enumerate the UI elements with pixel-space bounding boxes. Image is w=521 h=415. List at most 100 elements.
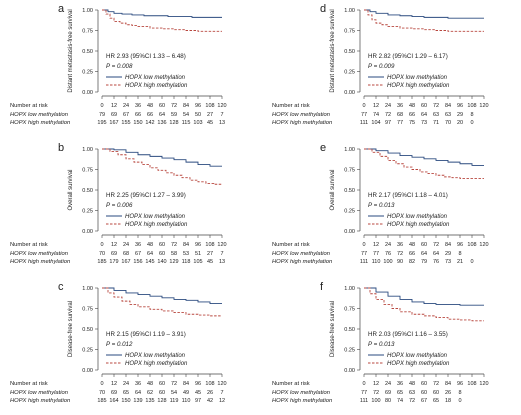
y-axis-label: Disease-free survival xyxy=(68,301,74,357)
risk-value: 66 xyxy=(135,112,141,118)
risk-value: 12 xyxy=(219,398,225,404)
y-tick-label: 0.00 xyxy=(344,368,355,374)
x-tick-label: 36 xyxy=(397,242,403,248)
x-tick-label: 48 xyxy=(147,381,153,387)
hazard-ratio-text: HR 2.03 (95%CI 1.16 – 3.55) xyxy=(368,331,448,338)
risk-value: 0 xyxy=(470,120,473,126)
risk-value: 150 xyxy=(121,398,130,404)
x-tick-label: 12 xyxy=(111,103,117,109)
risk-value: 118 xyxy=(182,259,191,265)
risk-table-title: Number at risk xyxy=(10,381,48,387)
x-tick-label: 60 xyxy=(159,103,165,109)
risk-value: 49 xyxy=(183,390,189,396)
x-tick-label: 36 xyxy=(135,103,141,109)
risk-value: 111 xyxy=(360,398,368,404)
risk-value: 60 xyxy=(159,390,165,396)
risk-value: 145 xyxy=(145,259,154,265)
risk-value: 0 xyxy=(470,259,473,265)
risk-value: 64 xyxy=(433,251,439,257)
risk-value: 7 xyxy=(220,251,223,257)
x-tick-label: 72 xyxy=(171,242,177,248)
risk-value: 59 xyxy=(171,112,177,118)
x-tick-label: 48 xyxy=(409,381,415,387)
x-tick-label: 0 xyxy=(362,103,365,109)
risk-value: 140 xyxy=(157,259,166,265)
risk-value: 142 xyxy=(145,120,154,126)
y-axis-label: Distant metastasis-free survival xyxy=(330,9,336,92)
panel-b: b Overall survival 0.00 0.25 0.50 0.75 1.00 0 12… xyxy=(10,142,227,265)
y-tick-label: 0.75 xyxy=(82,168,93,174)
panel-label: c xyxy=(58,281,64,293)
y-tick-label: 0.25 xyxy=(82,70,93,76)
hazard-ratio-text: HR 2.15 (95%CI 1.19 – 3.91) xyxy=(106,331,186,338)
risk-value: 64 xyxy=(135,390,141,396)
risk-value: 139 xyxy=(133,398,142,404)
legend-label: HOPX high methylation xyxy=(125,222,188,228)
panel-label: d xyxy=(320,3,326,15)
panel-f: f Disease-free survival 0.00 0.25 0.50 0.75 1.… xyxy=(272,281,489,404)
y-tick-label: 0.75 xyxy=(82,307,93,313)
risk-value: 77 xyxy=(373,251,379,257)
risk-value: 128 xyxy=(157,398,166,404)
series-line-low xyxy=(102,148,222,167)
risk-value: 21 xyxy=(457,259,463,265)
y-tick-label: 1.00 xyxy=(344,147,355,153)
hazard-ratio-text: HR 2.25 (95%CI 1.27 – 3.99) xyxy=(106,192,186,199)
panel-e: e Overall survival 0.00 0.25 0.50 0.75 1.00 0 12… xyxy=(272,142,489,265)
x-tick-label: 96 xyxy=(195,381,201,387)
x-tick-label: 12 xyxy=(373,242,379,248)
risk-value: 63 xyxy=(433,112,439,118)
x-tick-label: 96 xyxy=(457,103,463,109)
p-value-text: P = 0.012 xyxy=(106,341,133,348)
legend-label: HOPX low methylation xyxy=(125,353,186,359)
risk-value: 97 xyxy=(385,120,391,126)
y-tick-label: 0.25 xyxy=(344,209,355,215)
risk-row-label: HOPX high methylation xyxy=(10,120,70,126)
risk-row-label: HOPX high methylation xyxy=(272,259,332,265)
x-tick-label: 60 xyxy=(159,242,165,248)
risk-value: 104 xyxy=(371,120,380,126)
panel-label: e xyxy=(320,142,326,154)
y-axis-label: Disease-free survival xyxy=(330,301,336,357)
risk-value: 8 xyxy=(458,251,461,257)
legend-label: HOPX low methylation xyxy=(387,214,448,220)
risk-value: 64 xyxy=(147,251,153,257)
risk-value: 0 xyxy=(458,398,461,404)
risk-value: 54 xyxy=(183,112,189,118)
x-tick-label: 24 xyxy=(123,242,129,248)
risk-value: 42 xyxy=(207,398,213,404)
risk-value: 164 xyxy=(109,398,118,404)
p-value-text: P = 0.006 xyxy=(106,202,133,209)
hazard-ratio-text: HR 2.82 (95%CI 1.29 – 6.17) xyxy=(368,53,448,60)
p-value-text: P = 0.009 xyxy=(368,63,395,70)
risk-value: 73 xyxy=(421,120,427,126)
x-tick-label: 60 xyxy=(421,242,427,248)
x-tick-label: 108 xyxy=(205,242,214,248)
risk-value: 115 xyxy=(182,120,191,126)
risk-row-label: HOPX low methylation xyxy=(272,112,330,118)
risk-value: 100 xyxy=(371,398,380,404)
x-tick-label: 12 xyxy=(111,242,117,248)
risk-value: 69 xyxy=(111,112,117,118)
x-tick-label: 60 xyxy=(421,381,427,387)
risk-value: 58 xyxy=(171,251,177,257)
risk-value: 129 xyxy=(169,259,178,265)
risk-value: 7 xyxy=(220,390,223,396)
x-tick-label: 24 xyxy=(123,103,129,109)
x-tick-label: 84 xyxy=(445,242,451,248)
risk-value: 77 xyxy=(397,120,403,126)
x-tick-label: 48 xyxy=(147,242,153,248)
hazard-ratio-text: HR 2.93 (95%CI 1.33 – 6.48) xyxy=(106,53,186,60)
x-tick-label: 84 xyxy=(183,103,189,109)
risk-value: 111 xyxy=(360,120,368,126)
risk-value: 66 xyxy=(147,112,153,118)
series-line-high xyxy=(364,287,484,322)
risk-value: 45 xyxy=(195,390,201,396)
series-line-high xyxy=(102,9,222,32)
y-tick-label: 1.00 xyxy=(344,286,355,292)
risk-value: 60 xyxy=(433,390,439,396)
series-line-high xyxy=(102,287,222,317)
y-tick-label: 1.00 xyxy=(82,286,93,292)
risk-value: 135 xyxy=(145,398,154,404)
risk-value: 79 xyxy=(99,112,105,118)
